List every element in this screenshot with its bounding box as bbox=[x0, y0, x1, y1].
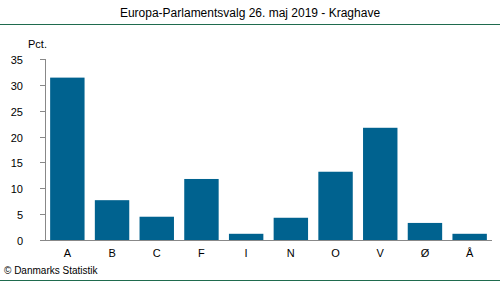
bar bbox=[318, 172, 352, 240]
bar bbox=[363, 128, 397, 240]
x-tick-label: C bbox=[153, 247, 161, 259]
bar bbox=[140, 217, 174, 240]
y-tick-label: 25 bbox=[11, 106, 23, 118]
bar bbox=[229, 234, 263, 240]
y-tick bbox=[40, 214, 45, 215]
top-rule bbox=[0, 24, 500, 25]
x-axis bbox=[45, 240, 492, 241]
y-tick-label: 20 bbox=[11, 132, 23, 144]
y-tick-label: 35 bbox=[11, 54, 23, 66]
y-tick bbox=[40, 137, 45, 138]
y-tick bbox=[40, 85, 45, 86]
x-tick-label: F bbox=[198, 247, 205, 259]
background bbox=[0, 0, 500, 282]
x-tick-label: I bbox=[245, 247, 248, 259]
bar bbox=[452, 234, 486, 240]
y-tick-label: 5 bbox=[17, 209, 23, 221]
x-tick-label: V bbox=[377, 247, 385, 259]
bars bbox=[50, 78, 487, 240]
title: Europa-Parlamentsvalg 26. maj 2019 - Kra… bbox=[120, 6, 380, 20]
y-tick bbox=[40, 188, 45, 189]
chart-svg: Europa-Parlamentsvalg 26. maj 2019 - Kra… bbox=[0, 0, 500, 282]
x-tick-label: N bbox=[287, 247, 295, 259]
bar bbox=[274, 218, 308, 240]
bar bbox=[95, 200, 129, 240]
x-tick-label: Ø bbox=[421, 247, 430, 259]
bar bbox=[184, 179, 218, 240]
y-tick bbox=[40, 59, 45, 60]
x-tick-label: Å bbox=[466, 247, 474, 259]
y-tick-label: 0 bbox=[17, 235, 23, 247]
y-tick bbox=[40, 162, 45, 163]
chart-container: Europa-Parlamentsvalg 26. maj 2019 - Kra… bbox=[0, 0, 500, 282]
x-tick-label: A bbox=[64, 247, 72, 259]
y-axis bbox=[45, 59, 46, 240]
y-tick-label: 10 bbox=[11, 183, 23, 195]
y-tick bbox=[40, 240, 45, 241]
y-axis-label: Pct. bbox=[28, 38, 47, 50]
y-tick-label: 30 bbox=[11, 80, 23, 92]
y-tick bbox=[40, 111, 45, 112]
x-tick-label: B bbox=[108, 247, 115, 259]
bar bbox=[50, 78, 84, 240]
bar bbox=[408, 223, 442, 240]
source: © Danmarks Statistik bbox=[4, 265, 99, 276]
y-tick-label: 15 bbox=[11, 157, 23, 169]
bottom-rule bbox=[0, 280, 500, 281]
x-tick-label: O bbox=[331, 247, 340, 259]
